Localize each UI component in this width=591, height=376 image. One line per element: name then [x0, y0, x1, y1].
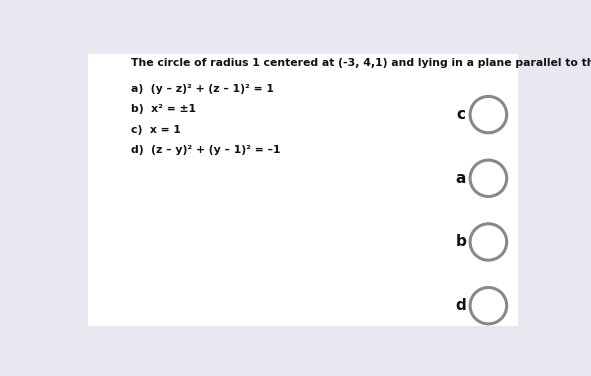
Text: d: d — [456, 298, 466, 313]
Text: d)  (z – y)² + (y – 1)² = –1: d) (z – y)² + (y – 1)² = –1 — [131, 145, 281, 155]
Text: c)  x = 1: c) x = 1 — [131, 125, 181, 135]
Ellipse shape — [470, 288, 506, 324]
Text: b)  x² = ±1: b) x² = ±1 — [131, 105, 196, 114]
Text: b: b — [456, 235, 466, 250]
Text: c: c — [456, 107, 465, 122]
Ellipse shape — [470, 160, 506, 197]
Text: The circle of radius 1 centered at (-3, 4,1) and lying in a plane parallel to th: The circle of radius 1 centered at (-3, … — [131, 58, 591, 68]
Text: a)  (y – z)² + (z – 1)² = 1: a) (y – z)² + (z – 1)² = 1 — [131, 84, 274, 94]
Ellipse shape — [470, 96, 506, 133]
Ellipse shape — [470, 224, 506, 260]
FancyBboxPatch shape — [87, 54, 518, 326]
Text: a: a — [456, 171, 466, 186]
